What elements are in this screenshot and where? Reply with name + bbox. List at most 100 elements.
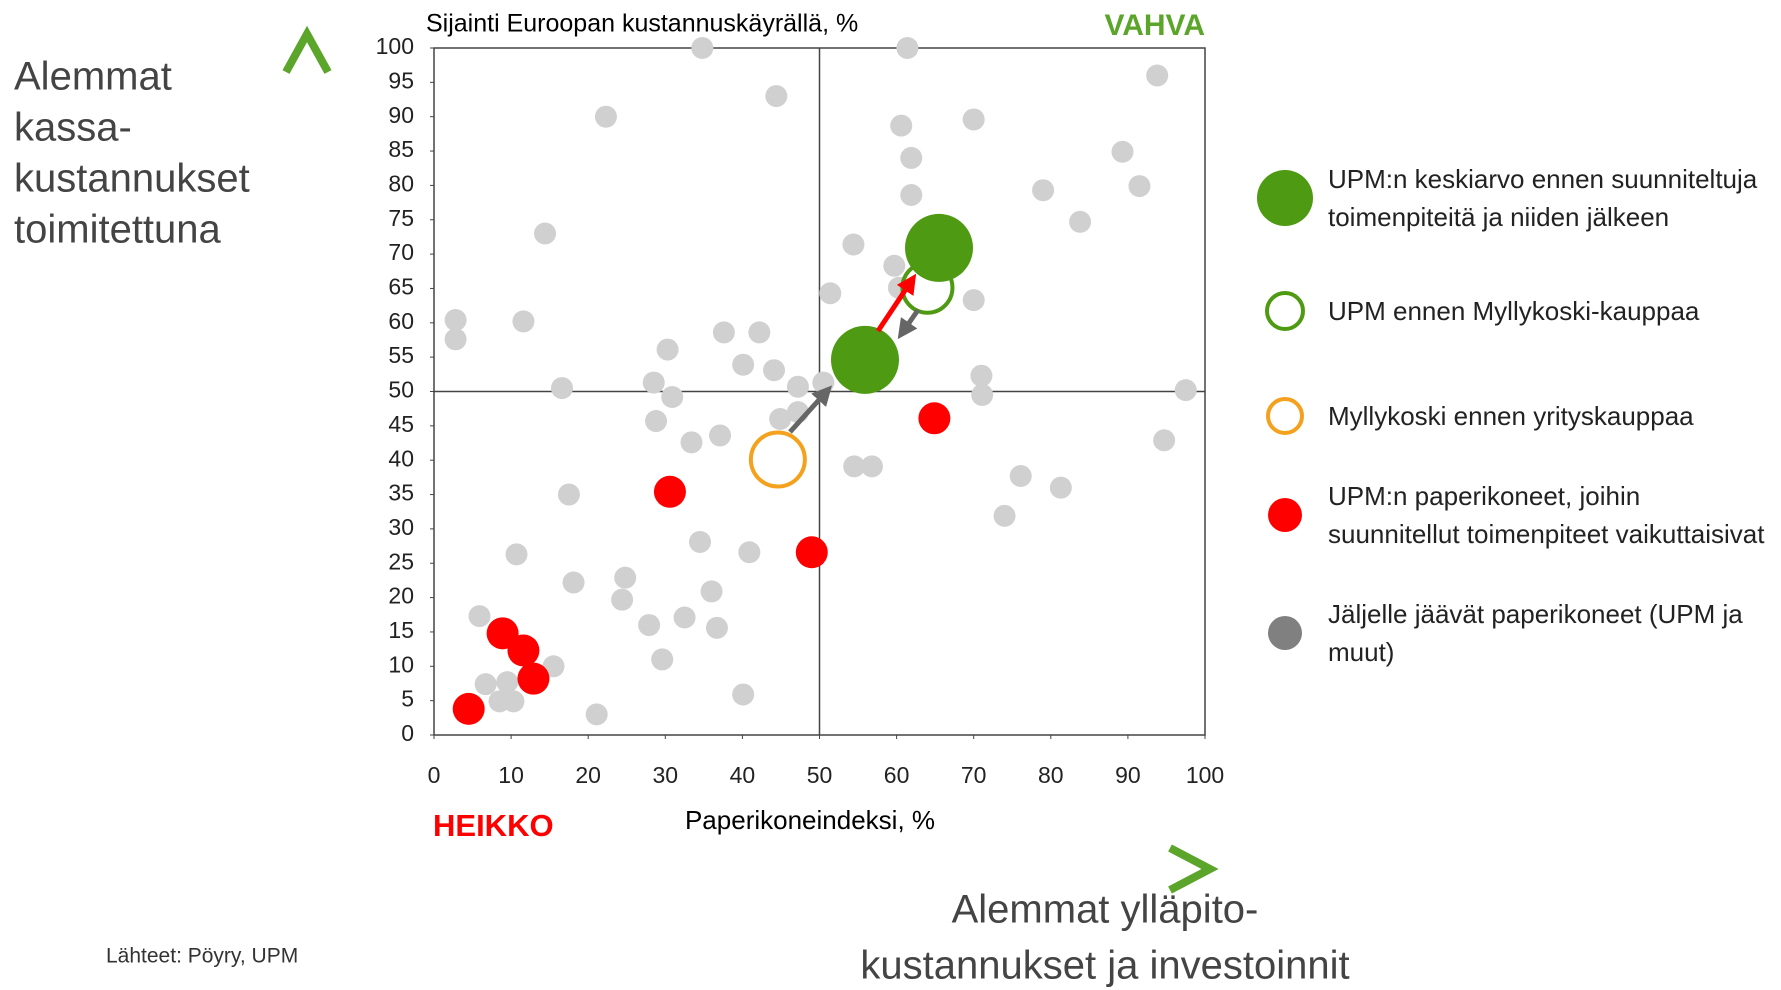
point	[883, 254, 906, 277]
point	[1153, 429, 1176, 452]
point	[890, 114, 913, 137]
point	[468, 605, 491, 628]
x-direction-text: kustannukset ja investoinnit	[860, 944, 1349, 988]
point	[843, 455, 866, 478]
point	[517, 662, 550, 695]
y-tick-label: 60	[388, 308, 414, 334]
point	[542, 655, 565, 678]
y-direction-text: toimitettuna	[14, 208, 222, 252]
point	[496, 671, 519, 694]
y-tick-label: 50	[388, 377, 414, 403]
y-direction-text: Alemmat	[14, 55, 172, 99]
point	[1032, 179, 1055, 202]
y-tick-label: 20	[388, 583, 414, 609]
point	[748, 321, 771, 344]
legend-marker	[1268, 498, 1302, 532]
point	[700, 580, 723, 603]
x-tick-label: 80	[1038, 762, 1064, 788]
point	[918, 402, 951, 435]
point	[819, 282, 842, 305]
point	[1174, 379, 1197, 402]
point	[550, 377, 573, 400]
point	[1111, 140, 1134, 163]
point	[444, 309, 467, 332]
point	[691, 37, 714, 59]
y-tick-label: 10	[388, 651, 414, 677]
point	[709, 424, 732, 447]
point	[562, 571, 585, 594]
point	[900, 184, 923, 207]
point	[763, 359, 786, 382]
point	[970, 364, 993, 387]
point	[638, 614, 661, 637]
point	[614, 566, 637, 589]
point	[452, 692, 485, 725]
point	[905, 213, 974, 282]
legend-marker	[1265, 291, 1305, 331]
point	[732, 683, 755, 706]
point	[962, 289, 985, 312]
point	[993, 504, 1016, 527]
x-tick-label: 70	[961, 762, 987, 788]
point	[474, 673, 497, 696]
source: Lähteet: Pöyry, UPM	[106, 945, 298, 968]
y-tick-label: 35	[388, 480, 414, 506]
x-tick-label: 0	[428, 762, 441, 788]
point	[705, 616, 728, 639]
move-arrow	[788, 385, 833, 434]
y-tick-label: 40	[388, 445, 414, 471]
move-arrow	[875, 273, 917, 333]
y-tick-label: 30	[388, 514, 414, 540]
point	[653, 475, 686, 508]
point	[1049, 476, 1072, 499]
strong-label: VAHVA	[1104, 9, 1205, 42]
x-tick-label: 50	[807, 762, 833, 788]
x-tick-label: 40	[730, 762, 756, 788]
point	[656, 338, 679, 361]
point	[962, 108, 985, 131]
point	[748, 430, 807, 489]
point	[1009, 465, 1032, 488]
point	[1146, 64, 1169, 87]
point	[611, 588, 634, 611]
point	[769, 407, 792, 430]
point	[795, 536, 828, 569]
legend-marker	[1266, 397, 1304, 435]
x-tick-label: 60	[884, 762, 910, 788]
point	[680, 431, 703, 454]
point	[645, 410, 668, 433]
point	[860, 455, 883, 478]
point	[896, 37, 919, 59]
point	[502, 690, 525, 713]
legend-label: Jäljelle jäävät paperikoneet (UPM ja muu…	[1328, 599, 1743, 667]
point	[585, 703, 608, 726]
point	[557, 483, 580, 506]
y-tick-label: 80	[388, 170, 414, 196]
legend-label: UPM ennen Myllykoski-kauppaa	[1328, 296, 1700, 326]
x-direction-text: Alemmat ylläpito-	[952, 888, 1259, 932]
point	[732, 353, 755, 376]
point	[812, 371, 835, 394]
y-tick-label: 100	[376, 33, 414, 59]
y-tick-label: 95	[388, 67, 414, 93]
x-axis-label: Paperikoneindeksi, %	[685, 805, 935, 835]
y-tick-label: 5	[401, 686, 414, 712]
legend-label: UPM:n paperikoneet, joihin suunnitellut …	[1328, 481, 1765, 549]
legend-marker	[1257, 170, 1313, 226]
y-tick-label: 90	[388, 102, 414, 128]
y-tick-label: 75	[388, 205, 414, 231]
point	[830, 325, 899, 394]
chart-title: Sijainti Euroopan kustannuskäyrällä, %	[426, 10, 858, 38]
weak-label: HEIKKO	[433, 808, 554, 843]
point	[642, 371, 665, 394]
point	[594, 105, 617, 128]
point	[507, 634, 540, 667]
y-tick-label: 0	[401, 720, 414, 746]
point	[661, 385, 684, 408]
y-tick-label: 45	[388, 411, 414, 437]
y-direction-arrowhead	[282, 25, 332, 74]
x-tick-label: 10	[498, 762, 524, 788]
x-tick-label: 100	[1186, 762, 1224, 788]
y-direction-text: kassa-	[14, 106, 132, 150]
point	[765, 85, 788, 108]
